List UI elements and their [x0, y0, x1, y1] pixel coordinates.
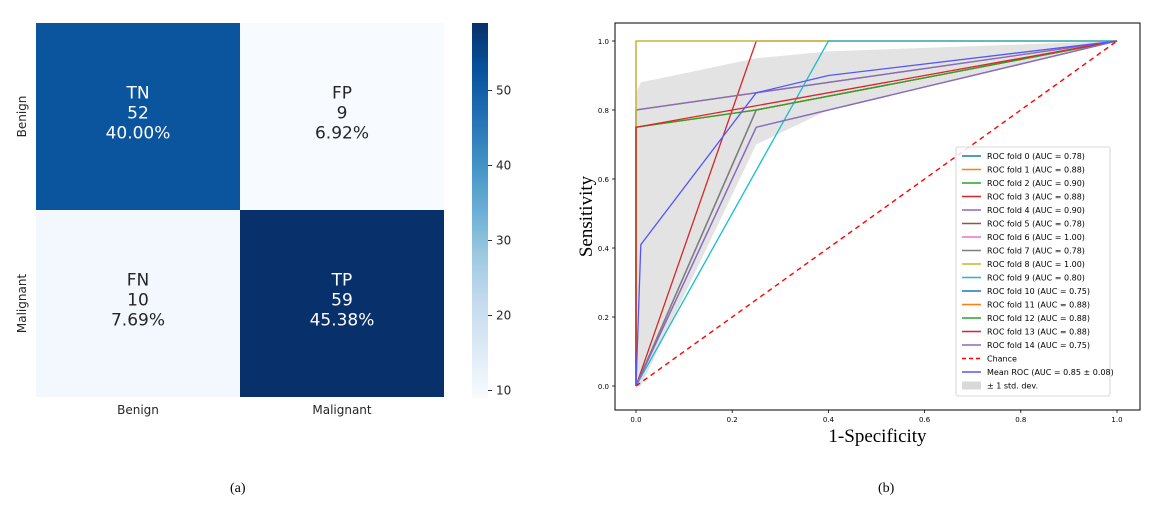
y-tick-label: 0.6: [598, 176, 610, 184]
legend-entry: ROC fold 7 (AUC = 0.78): [987, 247, 1085, 256]
cell-count: 9: [337, 104, 348, 124]
legend-entry: ROC fold 11 (AUC = 0.88): [987, 301, 1090, 310]
colorbar-tick-label: 10: [496, 384, 511, 398]
x-tick-label: 1.0: [1111, 416, 1122, 424]
roc-fold-line: [635, 40, 1118, 387]
roc-fold-line: [635, 40, 1117, 387]
cell-tag: FN: [127, 271, 150, 291]
legend-entry: ROC fold 12 (AUC = 0.88): [987, 314, 1090, 323]
legend-entry: ROC fold 13 (AUC = 0.88): [987, 328, 1090, 337]
legend-entry: ROC fold 3 (AUC = 0.88): [987, 193, 1085, 202]
cell-tag: TN: [125, 84, 149, 104]
y-tick-label: 0.8: [598, 107, 609, 115]
y-tick-label: Benign: [15, 96, 29, 138]
cell-count: 52: [127, 104, 149, 124]
legend-entry: ROC fold 4 (AUC = 0.90): [987, 206, 1085, 215]
x-tick-label: Benign: [117, 403, 159, 417]
mean-roc-line: [635, 40, 1118, 387]
cell-percent: 40.00%: [106, 124, 171, 144]
legend-entry: Mean ROC (AUC = 0.85 ± 0.08): [987, 368, 1114, 377]
y-tick-label: 0.0: [598, 383, 609, 391]
cell-count: 59: [331, 291, 353, 311]
legend-entry: ROC fold 10 (AUC = 0.75): [987, 287, 1090, 296]
legend-entry: ROC fold 0 (AUC = 0.78): [987, 152, 1085, 161]
x-tick-label: 0.6: [919, 416, 931, 424]
x-tick-label: 0.4: [823, 416, 835, 424]
legend-entry: ROC fold 8 (AUC = 1.00): [987, 260, 1085, 269]
legend-entry: ROC fold 9 (AUC = 0.80): [987, 274, 1085, 283]
cell-percent: 45.38%: [310, 311, 375, 331]
heatmap-cell-tn: [36, 23, 240, 210]
y-tick-label: 1.0: [598, 38, 609, 46]
x-tick-label: Malignant: [312, 403, 372, 417]
legend-entry: ROC fold 2 (AUC = 0.90): [987, 179, 1085, 188]
roc-curve-chart: 0.0 0.2 0.4 0.6 0.8 1.0 0.0 0.2 0.4 0.6 0.8 1.0 1-Sp…: [576, 22, 1141, 447]
cell-count: 10: [127, 291, 149, 311]
y-axis-label: Sensitivity: [576, 175, 597, 257]
cell-percent: 6.92%: [315, 124, 369, 144]
x-axis-label: 1-Specificity: [828, 426, 927, 447]
colorbar-tick-label: 50: [496, 84, 511, 98]
colorbar-tick-label: 40: [496, 159, 511, 173]
y-tick-label: 0.4: [598, 245, 610, 253]
cell-tag: TP: [331, 271, 353, 291]
legend-entry: ROC fold 1 (AUC = 0.88): [987, 166, 1085, 175]
colorbar-tick-label: 20: [496, 309, 511, 323]
heatmap-cell-tp: [240, 210, 444, 397]
legend-entry: ROC fold 14 (AUC = 0.75): [987, 341, 1090, 350]
cell-percent: 7.69%: [111, 311, 165, 331]
y-tick-label: 0.2: [598, 314, 609, 322]
legend: [955, 146, 1111, 397]
x-tick-label: 0.8: [1015, 416, 1026, 424]
heatmap-cell-fn: [36, 210, 240, 397]
legend-entry: ROC fold 5 (AUC = 0.78): [987, 220, 1085, 229]
caption-a: (a): [230, 481, 246, 496]
caption-b: (b): [878, 481, 895, 496]
roc-fold-line: [635, 40, 1118, 386]
cell-tag: FP: [332, 84, 352, 104]
legend-entry: Chance: [987, 355, 1017, 364]
colorbar-tick-label: 30: [496, 234, 511, 248]
x-tick-label: 0.2: [727, 416, 738, 424]
legend-entry: ± 1 std. dev.: [987, 382, 1038, 391]
y-tick-label: Malignant: [15, 274, 29, 334]
x-tick-label: 0.0: [630, 416, 641, 424]
legend-entry: ROC fold 6 (AUC = 1.00): [987, 233, 1085, 242]
plot-frame: [614, 22, 1141, 411]
legend-swatch: [962, 381, 981, 390]
heatmap-cell-fp: [240, 23, 444, 210]
colorbar: [472, 23, 488, 398]
